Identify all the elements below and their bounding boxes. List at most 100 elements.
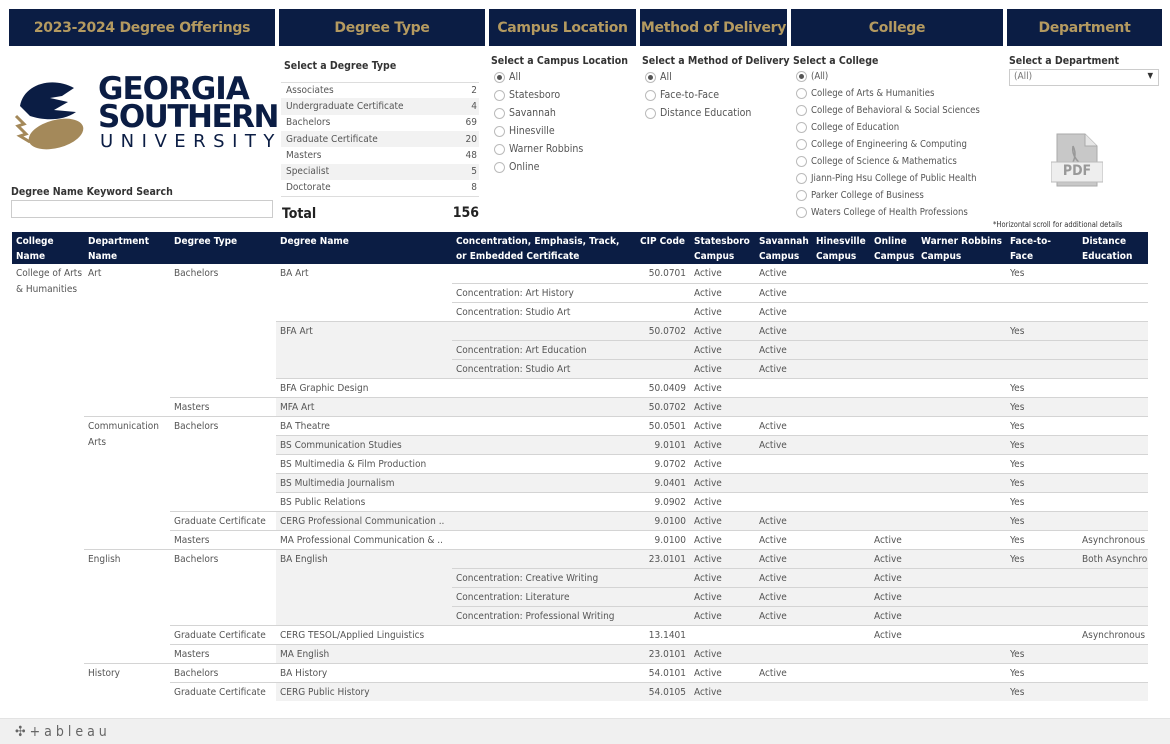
radio-option[interactable]: Hinesville [494,122,555,140]
table-cell: CERG Professional Communication .. [276,511,452,530]
table-cell [1006,568,1078,587]
cell-text: Yes [1010,440,1025,451]
column-header[interactable]: Hinesville Campus [816,236,866,262]
degree-type-count: 4 [471,100,477,112]
table-cell: Active [755,435,812,454]
radio-option[interactable]: College of Engineering & Computing [796,136,967,153]
table-cell [12,397,84,416]
cell-text: Active [694,268,722,279]
radio-option[interactable]: Savannah [494,104,556,122]
table-cell: Yes [1006,492,1078,511]
table-cell [755,682,812,701]
radio-option[interactable]: Jiann-Ping Hsu College of Public Health [796,170,977,187]
cell-text: BS Communication Studies [280,440,402,451]
table-cell [452,549,636,568]
radio-option[interactable]: All [494,68,521,86]
radio-option[interactable]: (All) [796,68,828,85]
radio-label: College of Engineering & Computing [811,139,967,150]
column-header[interactable]: College Name [16,236,54,262]
column-header[interactable]: CIP Code [640,236,685,247]
radio-option[interactable]: College of Science & Mathematics [796,153,957,170]
table-cell [452,530,636,549]
cell-text: Asynchronous [1082,535,1146,546]
table-cell: Yes [1006,321,1078,340]
table-cell: Graduate Certificate [170,511,276,530]
column-header[interactable]: Distance Education [1082,236,1133,262]
table-cell: Yes [1006,682,1078,701]
degree-type-item[interactable]: Bachelors 69 [281,115,479,131]
column-header[interactable]: Face-to-Face Delivery [1010,236,1052,262]
radio-option[interactable]: Warner Robbins [494,140,583,158]
department-header: Department [1007,9,1162,46]
cell-text: Active [874,611,902,622]
radio-option[interactable]: College of Arts & Humanities [796,85,934,102]
radio-option[interactable]: Statesboro [494,86,560,104]
table-cell [12,340,84,359]
cell-text: Bachelors [174,554,219,565]
cell-text: Yes [1010,649,1025,660]
radio-label: College of Behavioral & Social Sciences [811,105,980,116]
degree-type-item[interactable]: Undergraduate Certificate 4 [281,98,479,115]
column-header[interactable]: Online Campus [874,236,915,262]
table-cell: Yes [1006,454,1078,473]
radio-label: Parker College of Business [811,190,924,201]
table-cell [84,587,170,606]
radio-option[interactable]: Waters College of Health Professions [796,204,968,221]
column-header[interactable]: Degree Type [174,236,238,247]
table-cell [812,416,870,435]
column-header[interactable]: Department Name [88,236,150,262]
radio-option[interactable]: College of Education [796,119,899,136]
table-cell: Yes [1006,644,1078,663]
radio-option[interactable]: Online [494,158,539,176]
table-cell [812,511,870,530]
degree-type-item[interactable]: Doctorate 8 [281,180,479,196]
table-cell: Active [755,340,812,359]
cell-text: BS Multimedia & Film Production [280,459,427,470]
degree-type-item[interactable]: Masters 48 [281,147,479,163]
radio-label: Jiann-Ping Hsu College of Public Health [811,173,977,184]
table-cell [812,454,870,473]
column-header[interactable]: Degree Name [280,236,349,247]
column-header[interactable]: Concentration, Emphasis, Track, or Embed… [456,236,620,262]
radio-option[interactable]: Distance Education [645,104,751,122]
table-cell [917,435,1006,454]
radio-circle-icon [796,88,807,99]
radio-circle-icon [494,107,505,119]
tableau-footer: ✣ +ableau [0,718,1170,744]
table-cell [84,321,170,340]
column-header[interactable]: Savannah Campus [759,236,809,262]
degree-type-name: Bachelors [286,117,331,129]
cell-text: Active [759,345,787,356]
degree-type-item[interactable]: Associates 2 [281,82,479,98]
pdf-download-button[interactable]: PDF [1050,132,1104,188]
cell-text: 9.0902 [654,497,686,508]
table-cell [84,473,170,492]
cell-text: 23.0101 [648,554,686,565]
degree-type-item[interactable]: Specialist 5 [281,163,479,180]
table-cell [84,644,170,663]
degree-name-search-input[interactable] [11,200,273,218]
table-cell [917,264,1006,283]
table-cell: Both Asynchronous [1078,549,1148,568]
department-dropdown[interactable]: (All) ▼ [1009,69,1159,86]
table-cell [170,321,276,340]
table-cell: Active [755,321,812,340]
table-cell [917,397,1006,416]
radio-circle-icon [645,89,656,101]
table-cell [917,625,1006,644]
table-cell [1078,302,1148,321]
radio-label: All [509,71,521,83]
radio-option[interactable]: Parker College of Business [796,187,924,204]
degree-type-name: Graduate Certificate [286,133,378,145]
degree-table[interactable]: College Name Department Name Degree Type De… [12,232,1148,712]
column-header[interactable]: Warner Robbins Campus [921,236,1002,262]
column-header[interactable]: Statesboro Campus [694,236,750,262]
degree-type-item[interactable]: Graduate Certificate 20 [281,130,479,148]
radio-option[interactable]: All [645,68,672,86]
cell-text: Active [694,402,722,413]
table-row: Communication Arts Bachelors BA Theatre 50.… [12,416,1148,448]
radio-option[interactable]: Face-to-Face [645,86,719,104]
table-cell: Masters [170,644,276,663]
radio-option[interactable]: College of Behavioral & Social Sciences [796,102,980,119]
table-cell [1078,397,1148,416]
